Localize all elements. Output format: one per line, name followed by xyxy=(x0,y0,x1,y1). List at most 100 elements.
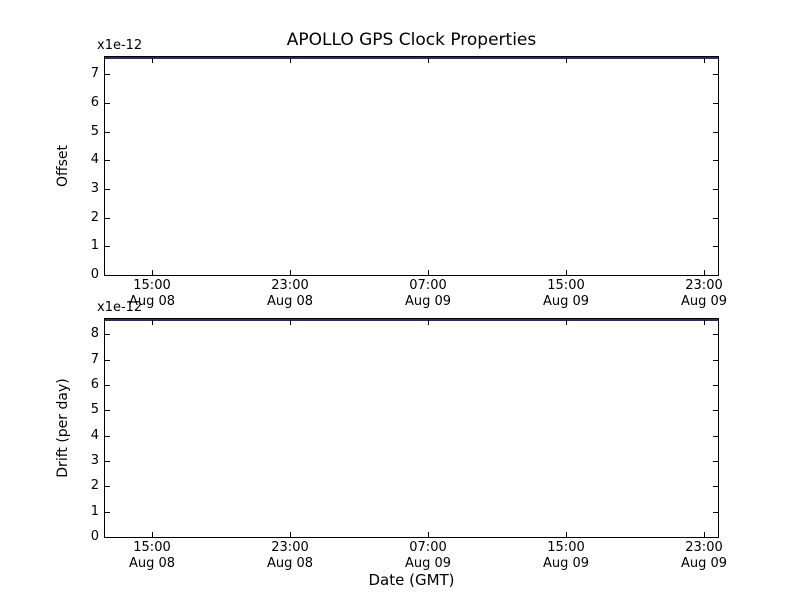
gps-clock-offset-ytick-left xyxy=(105,246,110,248)
gps-clock-drift-ytick-label: 4 xyxy=(90,427,99,443)
gps-clock-offset-xtick-date: Aug 09 xyxy=(404,294,452,309)
gps-clock-offset-xtick-label: 15:00 Aug 08 xyxy=(112,278,192,310)
gps-clock-drift-xtick-label: 15:00 Aug 08 xyxy=(112,540,192,572)
gps-clock-drift-xtick-top xyxy=(428,320,429,325)
gps-clock-offset-xtick-top xyxy=(428,58,429,63)
gps-clock-offset-ytick-left xyxy=(105,275,110,276)
gps-clock-offset-xtick-time: 15:00 xyxy=(547,278,585,293)
gps-clock-offset-ytick-label: 3 xyxy=(90,180,99,196)
gps-clock-drift-xtick-top xyxy=(152,320,153,325)
gps-clock-drift-xtick-time: 23:00 xyxy=(271,540,309,555)
gps-clock-offset-ytick-label: 5 xyxy=(90,123,99,139)
gps-clock-drift-ytick-label: 5 xyxy=(90,402,99,418)
gps-clock-drift-xtick-date: Aug 09 xyxy=(542,556,590,571)
gps-clock-drift-xtick-date: Aug 09 xyxy=(680,556,728,571)
gps-clock-drift-xtick-top xyxy=(704,320,705,325)
gps-clock-offset-xtick-top xyxy=(566,58,567,63)
gps-clock-offset-ytick-label: 0 xyxy=(90,267,99,282)
gps-clock-drift-ytick-right xyxy=(713,537,718,538)
gps-clock-drift-xtick-bottom xyxy=(428,532,429,537)
chart-title: APOLLO GPS Clock Properties xyxy=(286,30,537,50)
offset-axes xyxy=(104,56,719,276)
gps-clock-drift-ytick-label: 3 xyxy=(90,452,99,468)
gps-clock-offset-xtick-time: 23:00 xyxy=(685,278,723,293)
gps-clock-drift-ytick-left xyxy=(105,511,110,513)
gps-clock-drift-xtick-bottom xyxy=(290,532,291,537)
gps-clock-offset-ytick-left xyxy=(105,74,110,76)
gps-clock-offset-ytick-label: 6 xyxy=(90,94,99,110)
gps-clock-offset-xtick-bottom xyxy=(704,270,705,275)
gps-clock-drift-xtick-time: 07:00 xyxy=(409,540,447,555)
gps-clock-drift-ytick-right xyxy=(713,435,718,437)
gps-clock-offset-xtick-bottom xyxy=(290,270,291,275)
gps-clock-offset-ytick-right xyxy=(713,131,718,133)
gps-clock-offset-xtick-date: Aug 08 xyxy=(128,294,176,309)
gps-clock-offset-ytick-label: 1 xyxy=(90,238,99,254)
gps-clock-offset-ytick-left xyxy=(105,217,110,219)
gps-clock-offset-xtick-date: Aug 09 xyxy=(680,294,728,309)
gps-clock-offset-ytick-right xyxy=(713,188,718,190)
gps-clock-offset-xtick-label: 23:00 Aug 08 xyxy=(250,278,330,310)
gps-clock-drift-ytick-label: 6 xyxy=(90,376,99,392)
gps-clock-offset-xtick-time: 23:00 xyxy=(271,278,309,293)
gps-clock-offset-xtick-top xyxy=(290,58,291,63)
gps-clock-drift-xtick-bottom xyxy=(704,532,705,537)
gps-clock-drift-xtick-bottom xyxy=(152,532,153,537)
gps-clock-drift-xtick-date: Aug 08 xyxy=(128,556,176,571)
gps-clock-drift-ytick-label: 2 xyxy=(90,478,99,494)
gps-clock-offset-ytick-left xyxy=(105,131,110,133)
gps-clock-offset-xtick-time: 07:00 xyxy=(409,278,447,293)
gps-clock-offset-ytick-left xyxy=(105,102,110,104)
gps-clock-drift-xtick-time: 15:00 xyxy=(133,540,171,555)
gps-clock-drift-xtick-bottom xyxy=(566,532,567,537)
offset-series-line xyxy=(105,57,718,59)
gps-clock-offset-ytick-right xyxy=(713,74,718,76)
drift-axes xyxy=(104,318,719,538)
gps-clock-offset-xtick-date: Aug 09 xyxy=(542,294,590,309)
gps-clock-drift-ytick-label: 8 xyxy=(90,326,99,342)
gps-clock-offset-ytick-right xyxy=(713,160,718,162)
gps-clock-drift-ytick-right xyxy=(713,359,718,361)
gps-clock-offset-xtick-label: 15:00 Aug 09 xyxy=(526,278,606,310)
gps-clock-offset-ytick-right xyxy=(713,217,718,219)
gps-clock-drift-ytick-left xyxy=(105,410,110,412)
gps-clock-drift-xtick-time: 15:00 xyxy=(547,540,585,555)
gps-clock-drift-xtick-top xyxy=(566,320,567,325)
gps-clock-offset-xtick-bottom xyxy=(152,270,153,275)
gps-clock-offset-xtick-bottom xyxy=(566,270,567,275)
gps-clock-drift-ytick-label: 0 xyxy=(90,529,99,544)
gps-clock-offset-ytick-label: 7 xyxy=(90,66,99,82)
gps-clock-offset-xtick-bottom xyxy=(428,270,429,275)
gps-clock-drift-xtick-label: 07:00 Aug 09 xyxy=(388,540,468,572)
gps-clock-offset-xtick-label: 23:00 Aug 09 xyxy=(664,278,744,310)
gps-clock-drift-ytick-right xyxy=(713,410,718,412)
gps-clock-drift-xtick-label: 15:00 Aug 09 xyxy=(526,540,606,572)
gps-clock-offset-ytick-left xyxy=(105,188,110,190)
gps-clock-offset-xtick-label: 07:00 Aug 09 xyxy=(388,278,468,310)
gps-clock-drift-ytick-right xyxy=(713,486,718,488)
gps-clock-drift-xtick-date: Aug 09 xyxy=(404,556,452,571)
gps-clock-drift-ytick-right xyxy=(713,384,718,386)
offset-y-axis-label: Offset xyxy=(55,144,71,188)
offset-scale-label: x1e-12 xyxy=(97,38,143,53)
gps-clock-offset-xtick-time: 15:00 xyxy=(133,278,171,293)
gps-clock-offset-xtick-top xyxy=(704,58,705,63)
gps-clock-drift-ytick-right xyxy=(713,460,718,462)
gps-clock-drift-ytick-left xyxy=(105,460,110,462)
gps-clock-drift-xtick-time: 23:00 xyxy=(685,540,723,555)
gps-clock-drift-xtick-top xyxy=(290,320,291,325)
gps-clock-drift-ytick-left xyxy=(105,486,110,488)
gps-clock-drift-ytick-left xyxy=(105,359,110,361)
gps-clock-offset-xtick-top xyxy=(152,58,153,63)
gps-clock-drift-ytick-right xyxy=(713,334,718,336)
drift-y-axis-label: Drift (per day) xyxy=(55,378,71,478)
gps-clock-drift-ytick-label: 1 xyxy=(90,503,99,519)
gps-clock-drift-xtick-label: 23:00 Aug 09 xyxy=(664,540,744,572)
x-axis-label: Date (GMT) xyxy=(368,571,455,589)
gps-clock-offset-ytick-right xyxy=(713,275,718,276)
gps-clock-offset-xtick-date: Aug 08 xyxy=(266,294,314,309)
gps-clock-drift-ytick-label: 7 xyxy=(90,351,99,367)
gps-clock-offset-ytick-label: 4 xyxy=(90,152,99,168)
gps-clock-drift-ytick-left xyxy=(105,334,110,336)
